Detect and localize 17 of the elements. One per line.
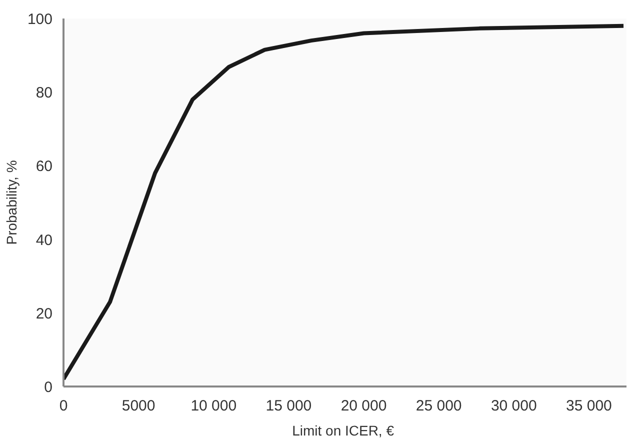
y-tick-label: 100 <box>27 11 53 28</box>
x-tick-label: 20 000 <box>340 398 387 414</box>
x-tick-label: 35 000 <box>566 398 612 414</box>
x-axis-title: Limit on ICER, € <box>292 422 394 438</box>
y-axis-title: Probability, % <box>3 160 20 245</box>
x-tick-label: 30 000 <box>490 398 537 414</box>
y-tick-label: 20 <box>36 305 53 322</box>
x-tick-label: 5000 <box>122 398 156 414</box>
x-tick-label: 0 <box>59 398 68 414</box>
line-series <box>64 24 626 382</box>
y-tick-label: 40 <box>36 232 53 249</box>
x-tick-label: 25 000 <box>416 398 462 414</box>
y-tick-label: 80 <box>36 84 53 102</box>
x-tick-label: 15 000 <box>266 398 312 414</box>
y-tick-label: 60 <box>36 158 53 176</box>
y-tick-label: 0 <box>44 379 52 396</box>
x-tick-label: 10 000 <box>190 398 237 414</box>
